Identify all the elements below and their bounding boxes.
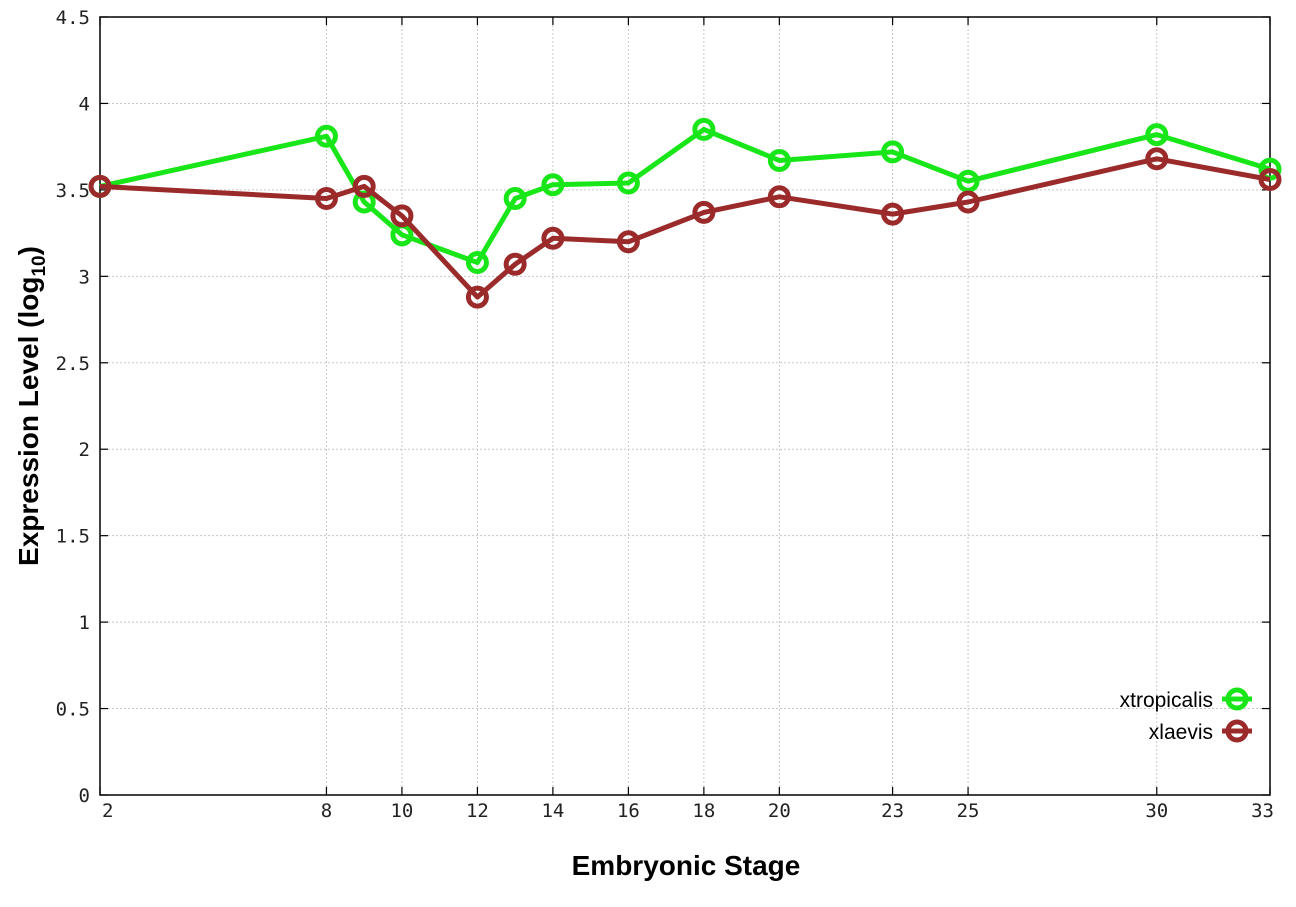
x-tick-label: 2 bbox=[102, 800, 113, 822]
data-point-xlaevis bbox=[767, 185, 791, 209]
series-layer bbox=[88, 117, 1282, 309]
legend: xtropicalis xlaevis bbox=[1120, 687, 1252, 744]
x-tick-label: 12 bbox=[466, 800, 489, 822]
data-point-xtropicalis bbox=[314, 124, 338, 148]
data-point-xlaevis bbox=[465, 285, 489, 309]
data-point-xtropicalis bbox=[692, 117, 716, 141]
y-tick-label: 2.5 bbox=[56, 353, 90, 375]
legend-marker-xtropicalis bbox=[1225, 687, 1249, 711]
x-tick-label: 33 bbox=[1251, 800, 1274, 822]
data-point-xlaevis bbox=[352, 174, 376, 198]
data-point-xlaevis bbox=[314, 187, 338, 211]
y-tick-label: 3 bbox=[79, 266, 90, 288]
data-point-xlaevis bbox=[503, 252, 527, 276]
grid-lines bbox=[100, 17, 1270, 795]
y-axis-title: Expression Level (log10) bbox=[13, 246, 50, 566]
x-tick-label: 30 bbox=[1145, 800, 1168, 822]
legend-item-xtropicalis: xtropicalis bbox=[1120, 687, 1252, 712]
x-tick-labels: 2 8 10 12 14 16 18 20 23 25 30 33 bbox=[102, 800, 1274, 822]
y-tick-label: 1.5 bbox=[56, 526, 90, 548]
data-point-xtropicalis bbox=[1145, 123, 1169, 147]
x-tick-label: 8 bbox=[321, 800, 332, 822]
y-tick-label: 4 bbox=[79, 93, 90, 115]
legend-marker-xlaevis bbox=[1225, 719, 1249, 743]
legend-label-xtropicalis: xtropicalis bbox=[1120, 689, 1213, 712]
x-tick-label: 20 bbox=[768, 800, 791, 822]
x-tick-label: 23 bbox=[881, 800, 904, 822]
data-point-xtropicalis bbox=[465, 251, 489, 275]
y-tick-label: 0.5 bbox=[56, 699, 90, 721]
y-tick-label: 2 bbox=[79, 439, 90, 461]
legend-item-xlaevis: xlaevis bbox=[1149, 719, 1252, 744]
data-point-xlaevis bbox=[692, 200, 716, 224]
data-point-xtropicalis bbox=[503, 187, 527, 211]
data-point-xlaevis bbox=[881, 202, 905, 226]
axis-ticks bbox=[99, 16, 1271, 796]
legend-label-xlaevis: xlaevis bbox=[1149, 721, 1213, 744]
data-point-xtropicalis bbox=[616, 171, 640, 195]
data-point-xtropicalis bbox=[541, 173, 565, 197]
y-axis-title-main: Expression Level (log bbox=[13, 277, 44, 566]
data-point-xlaevis bbox=[956, 190, 980, 214]
plot-frame bbox=[99, 16, 1271, 796]
y-tick-label: 0 bbox=[79, 785, 90, 807]
data-point-xtropicalis bbox=[767, 148, 791, 172]
x-tick-label: 25 bbox=[957, 800, 980, 822]
data-point-xlaevis bbox=[390, 204, 414, 228]
data-point-xlaevis bbox=[616, 230, 640, 254]
series-xlaevis bbox=[88, 147, 1282, 309]
y-tick-label: 3.5 bbox=[56, 180, 90, 202]
y-tick-labels: 0 0.5 1 1.5 2 2.5 3 3.5 4 4.5 bbox=[56, 7, 90, 807]
data-point-xtropicalis bbox=[956, 169, 980, 193]
x-axis-title: Embryonic Stage bbox=[572, 850, 801, 881]
y-tick-label: 1 bbox=[79, 612, 90, 634]
x-tick-label: 18 bbox=[692, 800, 715, 822]
x-tick-label: 16 bbox=[617, 800, 640, 822]
data-point-xlaevis bbox=[1145, 147, 1169, 171]
data-point-xlaevis bbox=[88, 174, 112, 198]
x-tick-label: 14 bbox=[541, 800, 564, 822]
y-tick-label: 4.5 bbox=[56, 7, 90, 29]
data-point-xlaevis bbox=[541, 226, 565, 250]
y-axis-title-subscript: 10 bbox=[29, 255, 50, 276]
data-point-xlaevis bbox=[1258, 168, 1282, 192]
y-axis-title-close: ) bbox=[13, 246, 44, 255]
data-point-xtropicalis bbox=[881, 140, 905, 164]
x-tick-label: 10 bbox=[390, 800, 413, 822]
